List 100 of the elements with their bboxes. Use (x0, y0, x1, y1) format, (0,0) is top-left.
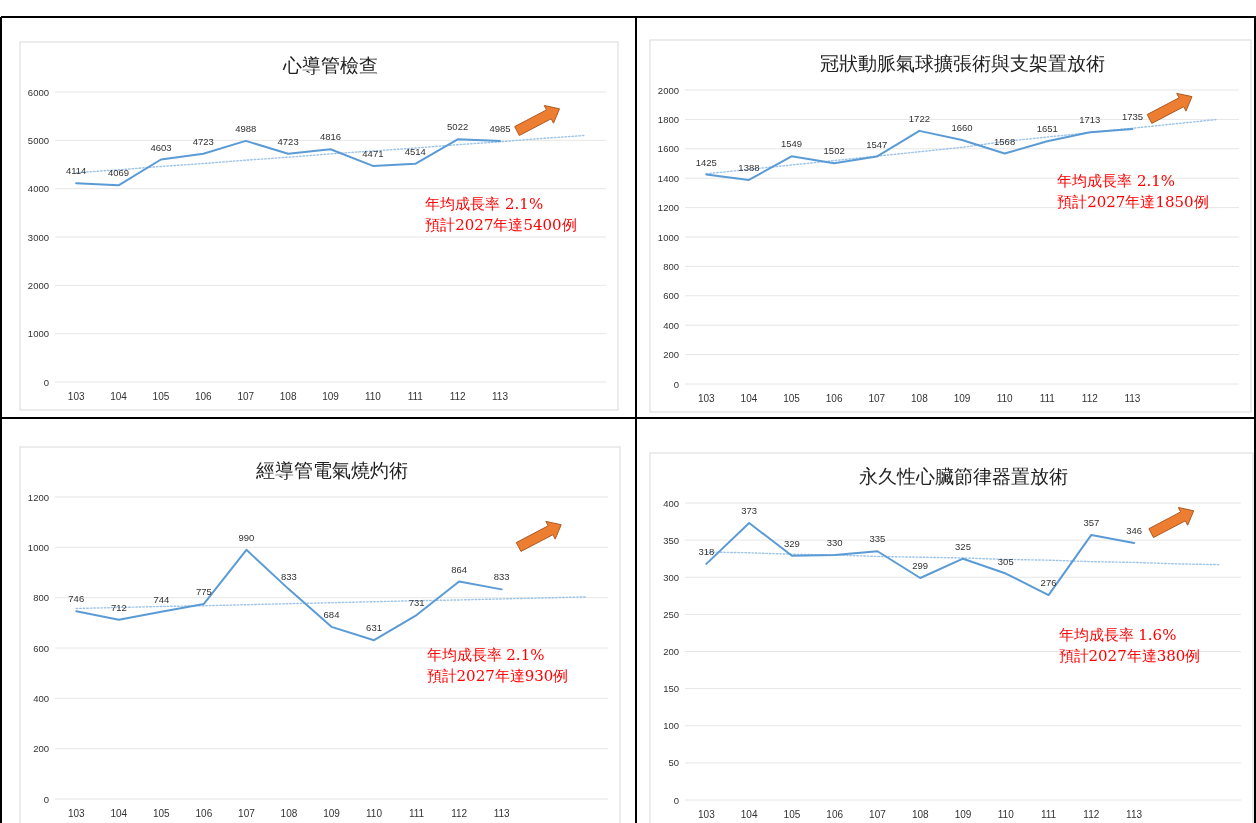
y-tick-label: 200 (663, 349, 679, 361)
x-tick-label: 109 (322, 391, 340, 402)
x-tick-label: 106 (825, 393, 843, 404)
y-tick-label: 0 (673, 794, 679, 806)
x-tick-label: 112 (449, 391, 467, 402)
data-label: 1660 (951, 121, 973, 133)
x-tick-label: 113 (1126, 809, 1143, 820)
x-tick-label: 104 (740, 809, 758, 820)
data-label: 5022 (447, 121, 469, 133)
x-tick-label: 109 (954, 809, 972, 820)
x-tick-label: 105 (783, 809, 801, 820)
y-tick-label: 800 (33, 592, 49, 604)
x-tick-label: 108 (280, 808, 298, 819)
data-label: 299 (912, 559, 929, 571)
x-tick-label: 112 (1083, 809, 1100, 820)
x-tick-label: 112 (1081, 393, 1099, 404)
data-label: 631 (366, 622, 382, 634)
x-tick-label: 110 (996, 393, 1014, 404)
data-label: 305 (997, 555, 1014, 567)
y-tick-label: 1600 (657, 143, 679, 155)
x-tick-label: 111 (1040, 809, 1057, 820)
data-label: 335 (869, 533, 886, 545)
chart-title: 冠狀動脈氣球擴張術與支架置放術 (819, 52, 1105, 74)
y-tick-label: 2000 (27, 279, 49, 291)
data-label: 1388 (738, 161, 760, 173)
annotation: 預計2027年達380例 (1058, 647, 1201, 666)
data-label: 4603 (150, 141, 172, 153)
x-tick-label: 109 (323, 808, 341, 819)
y-tick-label: 1200 (27, 491, 49, 503)
x-tick-label: 111 (408, 808, 425, 819)
y-tick-label: 3000 (27, 231, 49, 243)
y-tick-label: 1400 (657, 172, 679, 184)
x-tick-label: 103 (67, 391, 85, 402)
y-tick-label: 400 (33, 692, 49, 704)
y-tick-label: 1000 (27, 328, 49, 340)
y-tick-label: 200 (663, 646, 679, 657)
data-label: 4816 (319, 131, 342, 143)
x-tick-label: 111 (407, 391, 424, 402)
y-tick-label: 50 (668, 757, 679, 769)
annotation: 預計2027年達1850例 (1057, 193, 1209, 212)
chart-title: 心導管檢查 (282, 54, 378, 76)
x-tick-label: 105 (783, 393, 801, 404)
x-tick-label: 110 (364, 391, 382, 402)
x-tick-label: 113 (492, 391, 509, 402)
x-tick-label: 107 (238, 808, 256, 819)
x-tick-label: 104 (110, 391, 128, 402)
x-tick-label: 103 (698, 809, 716, 820)
x-tick-label: 111 (1039, 393, 1056, 404)
y-tick-label: 0 (43, 376, 49, 388)
y-tick-label: 1200 (657, 202, 679, 214)
y-tick-label: 350 (663, 534, 679, 546)
data-label: 1651 (1036, 123, 1058, 135)
data-label: 744 (153, 593, 170, 605)
y-tick-label: 600 (663, 290, 679, 302)
annotation: 預計2027年達5400例 (425, 215, 577, 234)
x-tick-label: 106 (195, 391, 213, 402)
chart-title: 經導管電氣燒灼術 (254, 459, 408, 481)
data-label: 864 (451, 563, 468, 575)
data-label: 4723 (277, 135, 299, 147)
y-tick-label: 1000 (657, 231, 679, 243)
x-tick-label: 113 (1124, 393, 1141, 404)
y-tick-label: 4000 (27, 183, 49, 195)
data-label: 990 (238, 531, 255, 543)
y-tick-label: 250 (663, 608, 679, 620)
x-tick-label: 108 (911, 393, 929, 404)
data-label: 1549 (780, 138, 803, 150)
data-label: 684 (323, 608, 340, 620)
data-label: 1735 (1121, 110, 1144, 122)
y-tick-label: 300 (663, 571, 679, 583)
x-tick-label: 109 (953, 393, 971, 404)
y-tick-label: 800 (663, 260, 679, 272)
annotation: 年均成長率 1.6% (1058, 626, 1177, 645)
data-label: 357 (1083, 516, 1100, 528)
data-label: 1722 (908, 112, 930, 124)
y-tick-label: 6000 (27, 86, 49, 98)
y-tick-label: 1800 (657, 113, 679, 125)
data-label: 1568 (994, 135, 1016, 147)
data-label: 746 (68, 593, 85, 605)
x-tick-label: 107 (869, 809, 887, 820)
annotation: 年均成長率 2.1% (425, 194, 544, 213)
data-label: 731 (408, 597, 425, 609)
y-tick-label: 0 (43, 793, 49, 805)
data-label: 318 (698, 545, 715, 557)
data-label: 1547 (866, 138, 888, 150)
y-tick-label: 150 (663, 683, 679, 695)
x-tick-label: 112 (451, 808, 468, 819)
annotation: 年均成長率 2.1% (1057, 172, 1176, 191)
x-tick-label: 104 (110, 808, 128, 819)
data-label: 712 (110, 601, 127, 613)
x-tick-label: 110 (366, 808, 383, 819)
y-tick-label: 0 (673, 378, 679, 390)
y-tick-label: 1000 (27, 541, 49, 553)
x-tick-label: 103 (697, 393, 716, 404)
annotation: 年均成長率 2.1% (426, 646, 545, 665)
data-label: 329 (783, 537, 800, 549)
y-tick-label: 100 (663, 720, 679, 732)
data-label: 330 (826, 536, 843, 548)
x-tick-label: 107 (237, 391, 255, 402)
data-label: 325 (955, 540, 971, 552)
data-label: 775 (195, 585, 212, 597)
